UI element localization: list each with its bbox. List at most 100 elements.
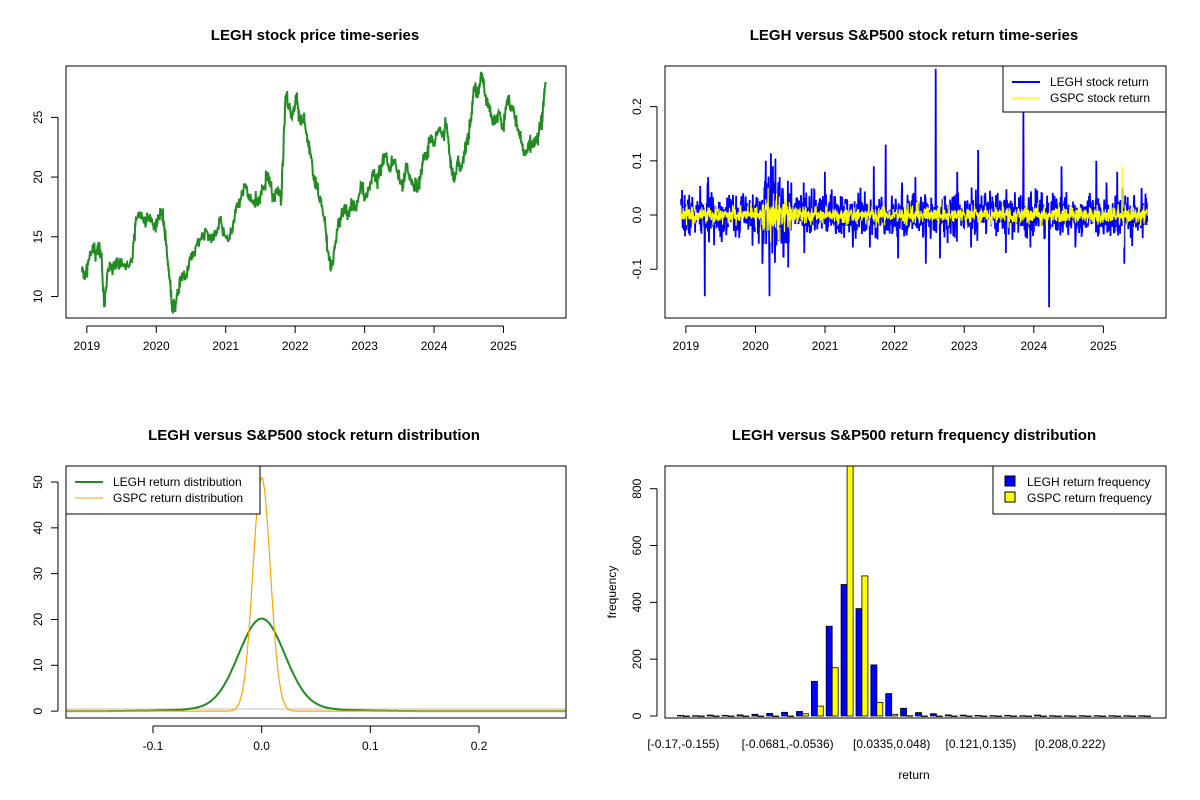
gspc-frequency-bar — [757, 715, 765, 717]
density-chart-title: LEGH versus S&P500 stock return distribu… — [148, 427, 480, 444]
gspc-frequency-bar — [846, 465, 854, 717]
gspc-frequency-bar — [802, 713, 809, 717]
legh-frequency-bar — [870, 664, 878, 717]
price-chart-y-axis: 10 15 20 25 — [31, 110, 59, 303]
density-y-tick-label: 0 — [31, 707, 45, 714]
legh-frequency-bar — [1019, 715, 1026, 717]
returns-y-tick-label: 0.1 — [630, 152, 644, 169]
frequency-chart-legend: LEGH return frequency GSPC return freque… — [992, 465, 1167, 515]
density-x-tick-label: 0.2 — [471, 739, 488, 753]
legh-frequency-bar — [855, 608, 863, 717]
legh-frequency-bar — [885, 693, 893, 717]
returns-chart: LEGH versus S&P500 stock return time-ser… — [630, 27, 1167, 353]
legh-frequency-bar — [811, 680, 818, 717]
gspc-frequency-bar — [1114, 715, 1122, 717]
price-x-tick-label: 2024 — [421, 339, 448, 353]
returns-chart-frame — [664, 65, 1167, 319]
legh-frequency-bar — [840, 584, 848, 717]
price-chart: LEGH stock price time-series 2019 2020 202… — [31, 27, 567, 353]
price-x-tick-label: 2021 — [212, 339, 239, 353]
frequency-chart-xlabel: return — [898, 768, 929, 782]
gspc-frequency-bar — [906, 715, 913, 717]
legh-frequency-bar — [721, 715, 729, 717]
frequency-y-tick-label: 600 — [630, 535, 644, 555]
density-chart-legend: LEGH return distribution GSPC return dis… — [65, 465, 261, 515]
frequency-legend-legh-label: LEGH return frequency — [1027, 475, 1150, 489]
returns-x-tick-label: 2025 — [1090, 339, 1117, 353]
gspc-frequency-bar — [980, 715, 988, 717]
legh-frequency-bar — [1078, 715, 1086, 717]
gspc-frequency-bar — [816, 705, 824, 717]
legh-frequency-bar — [930, 713, 937, 717]
legh-frequency-bar — [900, 707, 907, 717]
density-chart: LEGH versus S&P500 stock return distribu… — [31, 427, 567, 753]
frequency-chart: LEGH versus S&P500 return frequency dist… — [605, 427, 1167, 782]
gspc-frequency-bar — [787, 715, 794, 717]
gspc-frequency-bar — [995, 715, 1003, 717]
frequency-chart-bars — [677, 465, 1151, 717]
returns-x-tick-label: 2023 — [951, 339, 978, 353]
legh-frequency-bar — [1108, 715, 1116, 717]
returns-chart-y-axis: -0.1 0.0 0.1 0.2 — [630, 98, 658, 280]
frequency-y-tick-label: 800 — [630, 478, 644, 498]
density-x-tick-label: 0.0 — [253, 739, 270, 753]
price-x-tick-label: 2022 — [282, 339, 309, 353]
gspc-frequency-bar — [1144, 715, 1151, 717]
legh-frequency-bar — [677, 715, 684, 717]
price-line — [81, 71, 547, 314]
gspc-frequency-bar — [772, 715, 780, 717]
gspc-frequency-bar — [1040, 715, 1047, 717]
gspc-frequency-bar — [950, 715, 958, 717]
frequency-x-tick-label: [0.121,0.135) — [946, 737, 1017, 751]
frequency-x-tick-label: [0.208,0.222) — [1035, 737, 1106, 751]
gspc-density-line — [66, 477, 566, 712]
density-x-tick-label: -0.1 — [143, 739, 164, 753]
density-legend-legh-label: LEGH return distribution — [113, 475, 242, 489]
legh-frequency-bar — [1123, 715, 1131, 717]
gspc-frequency-bar — [876, 702, 884, 717]
returns-x-tick-label: 2022 — [881, 339, 908, 353]
price-chart-series — [81, 71, 547, 314]
price-chart-title: LEGH stock price time-series — [211, 27, 419, 44]
frequency-x-tick-label: [-0.0681,-0.0536) — [742, 737, 834, 751]
gspc-frequency-bar — [965, 715, 973, 717]
legh-frequency-bar — [781, 711, 788, 717]
frequency-legend-legh-swatch — [1004, 475, 1016, 487]
density-y-tick-label: 40 — [31, 521, 45, 535]
frequency-chart-title: LEGH versus S&P500 return frequency dist… — [732, 427, 1096, 444]
gspc-frequency-bar — [1099, 715, 1107, 717]
legh-frequency-bar — [944, 714, 952, 717]
gspc-frequency-bar — [697, 715, 705, 717]
legh-frequency-bar — [825, 625, 833, 717]
gspc-frequency-bar — [861, 575, 869, 717]
gspc-frequency-bar — [1025, 715, 1032, 717]
density-chart-y-axis: 0 10 20 30 40 50 — [31, 475, 59, 714]
gspc-frequency-bar — [935, 715, 943, 717]
frequency-y-tick-label: 400 — [630, 592, 644, 612]
density-legend-box — [65, 465, 261, 515]
legh-frequency-bar — [796, 711, 803, 717]
gspc-frequency-bar — [1010, 715, 1018, 717]
density-y-tick-label: 30 — [31, 567, 45, 581]
frequency-chart-ylabel: frequency — [605, 566, 619, 619]
frequency-chart-frame — [664, 465, 1167, 719]
gspc-frequency-bar — [831, 667, 839, 717]
gspc-frequency-bar — [921, 715, 928, 717]
frequency-legend-box — [992, 465, 1167, 515]
returns-legend-legh-label: LEGH stock return — [1050, 75, 1149, 89]
legh-density-line — [66, 617, 566, 713]
legh-frequency-bar — [751, 713, 759, 717]
density-y-tick-label: 20 — [31, 612, 45, 626]
legh-frequency-bar — [736, 714, 744, 717]
density-y-tick-label: 50 — [31, 475, 45, 489]
gspc-frequency-bar — [1069, 715, 1077, 717]
legh-frequency-bar — [1138, 715, 1145, 717]
legh-frequency-bar — [1034, 714, 1041, 717]
legh-frequency-bar — [692, 715, 699, 717]
gspc-frequency-bar — [1129, 715, 1137, 717]
price-x-tick-label: 2020 — [143, 339, 170, 353]
density-chart-frame — [65, 465, 567, 719]
legh-frequency-bar — [915, 712, 922, 717]
price-x-tick-label: 2023 — [351, 339, 378, 353]
frequency-y-tick-label: 200 — [630, 649, 644, 669]
